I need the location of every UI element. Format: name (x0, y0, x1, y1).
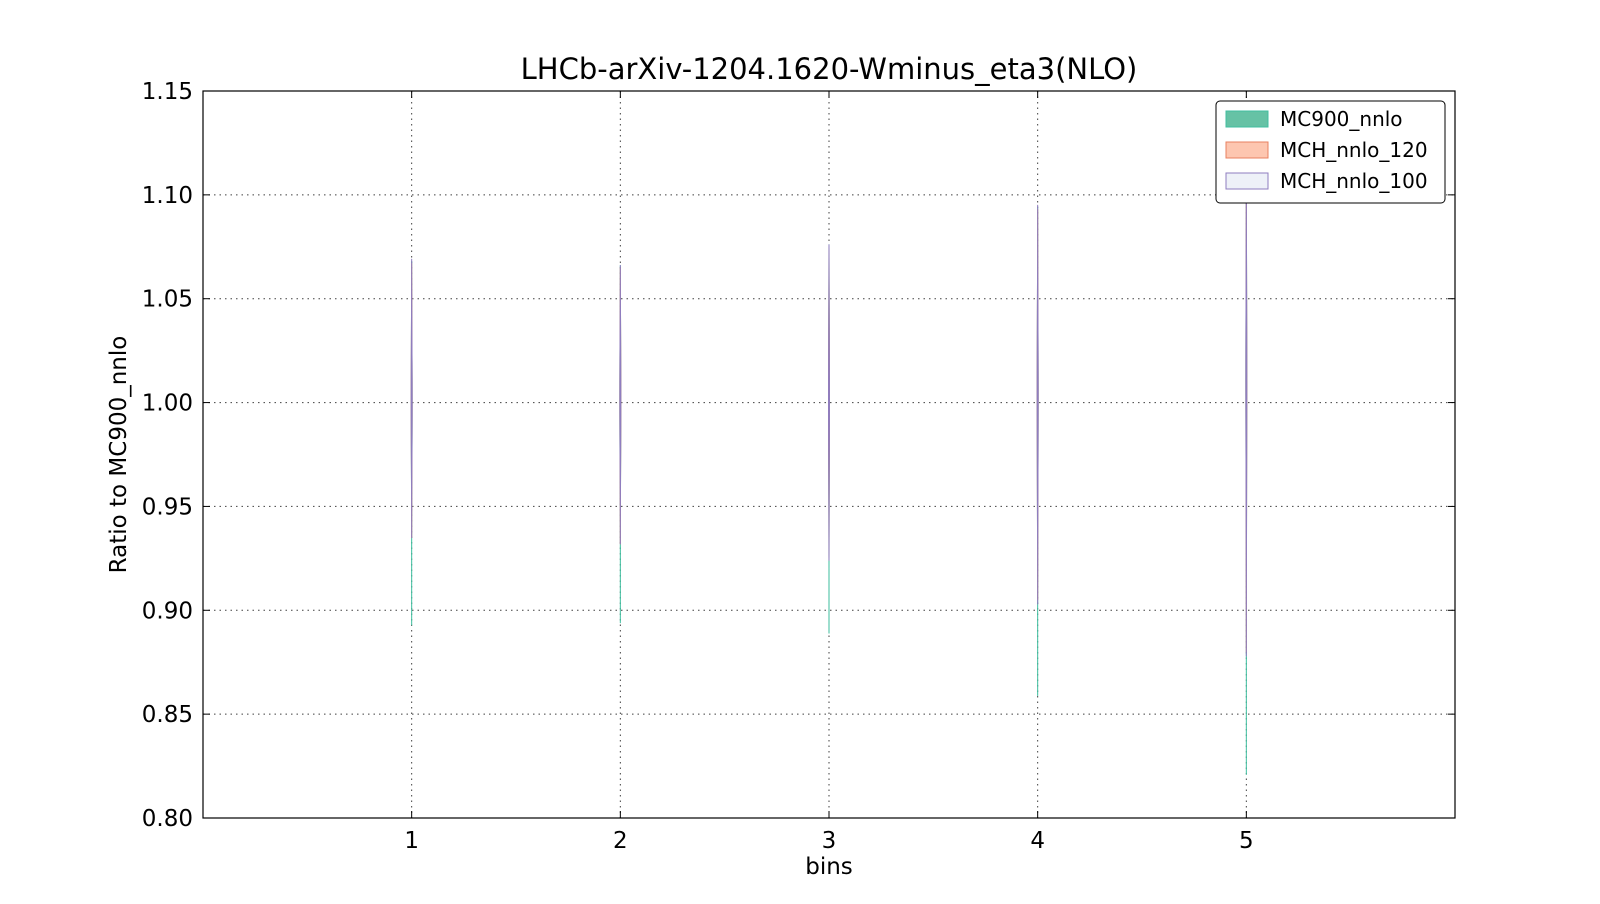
y-tick-label: 1.00 (142, 391, 193, 417)
y-tick-label: 1.05 (142, 287, 193, 313)
violin-MCH_nnlo_100-bin-4 (1036, 204, 1039, 605)
y-tick-label: 0.90 (142, 598, 193, 624)
violin-MCH_nnlo_100-bin-2 (619, 264, 622, 545)
x-tick-label: 3 (822, 828, 837, 854)
y-tick-label: 0.80 (142, 806, 193, 832)
y-axis-label: Ratio to MC900_nnlo (106, 336, 132, 574)
y-tick-label: 0.85 (142, 702, 193, 728)
y-tick-label: 1.10 (142, 183, 193, 209)
legend-swatch (1225, 172, 1269, 190)
x-axis-label: bins (805, 854, 853, 880)
legend-label: MCH_nnlo_100 (1280, 169, 1428, 193)
tick-layer: 0.80 0.85 0.90 0.95 1.00 1.05 1.10 1.15 1 2 3 4 5 (142, 79, 1455, 854)
violin-MCH_nnlo_100-bin-1 (410, 258, 413, 539)
legend-box (1215, 100, 1446, 204)
x-tick-label: 5 (1239, 828, 1254, 854)
x-tick-label: 2 (613, 828, 628, 854)
chart-title: LHCb-arXiv-1204.1620-Wminus_eta3(NLO) (521, 52, 1138, 86)
violin-series-MCH_nnlo_100 (410, 159, 1248, 657)
legend-label: MC900_nnlo (1280, 107, 1403, 131)
legend: MC900_nnlo MCH_nnlo_120 MCH_nnlo_100 (1215, 100, 1446, 204)
y-tick-label: 1.15 (142, 79, 193, 105)
legend-swatch (1225, 110, 1269, 128)
violin-MCH_nnlo_100-bin-5 (1245, 159, 1248, 657)
y-tick-label: 0.95 (142, 494, 193, 520)
x-tick-label: 1 (404, 828, 419, 854)
violin-MCH_nnlo_100-bin-3 (828, 244, 830, 561)
x-tick-label: 4 (1030, 828, 1045, 854)
legend-swatch (1225, 141, 1269, 159)
legend-label: MCH_nnlo_120 (1280, 138, 1428, 162)
